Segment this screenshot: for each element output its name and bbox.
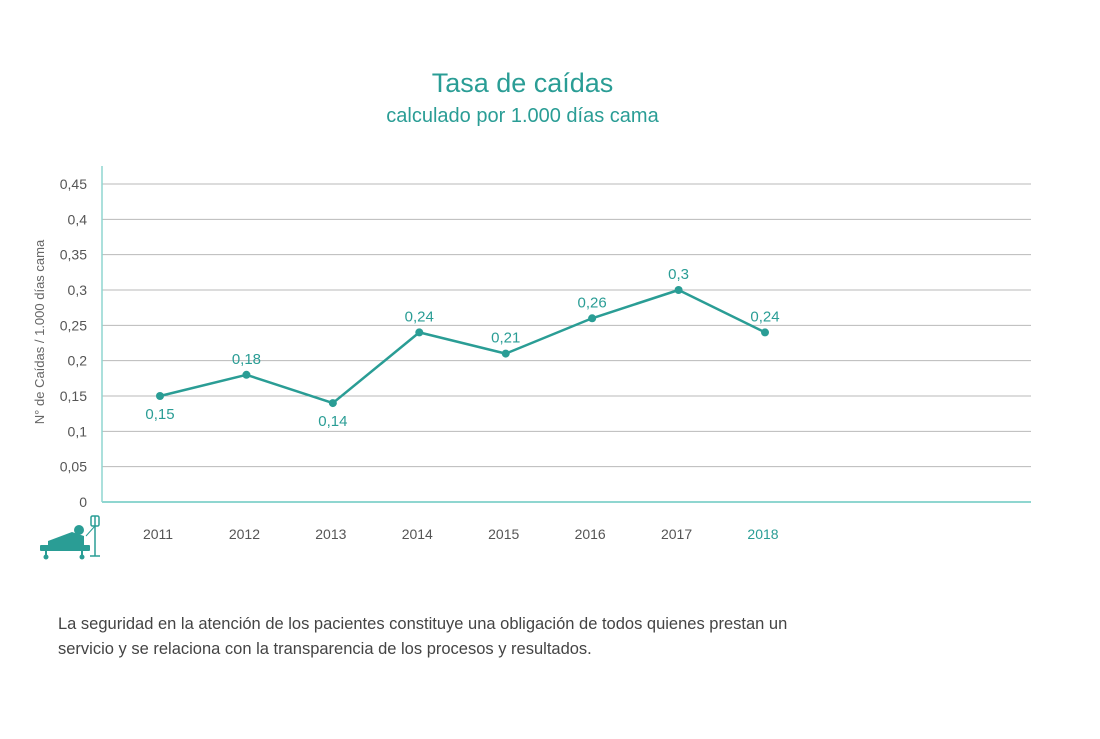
data-point (242, 370, 251, 379)
data-label: 0,18 (232, 351, 261, 368)
y-tick-label: 0,4 (68, 211, 88, 227)
data-label: 0,14 (318, 413, 347, 430)
line-chart: 00,050,10,150,20,250,30,350,40,45 2011 20… (32, 166, 1031, 560)
y-tick-label: 0,2 (68, 353, 88, 369)
data-point (501, 349, 510, 358)
chart-title: Tasa de caídas (431, 68, 614, 98)
data-point (674, 286, 683, 294)
patient-bed-icon (40, 515, 100, 560)
data-label: 0,3 (668, 266, 689, 283)
x-tick-label: 2018 (747, 526, 778, 542)
data-label: 0,26 (578, 294, 607, 311)
x-tick-label: 2012 (229, 526, 260, 542)
data-point (588, 314, 597, 323)
data-label: 0,21 (491, 330, 520, 347)
y-tick-label: 0,3 (68, 282, 88, 298)
x-tick-label: 2015 (488, 526, 519, 542)
data-point (415, 328, 424, 337)
x-tick-label: 2017 (661, 526, 692, 542)
gridlines (102, 183, 1031, 468)
y-tick-label: 0,05 (60, 459, 87, 475)
footnote-text: La seguridad en la atención de los pacie… (58, 615, 788, 658)
y-tick-label: 0,35 (60, 247, 87, 263)
y-tick-label: 0 (79, 494, 87, 510)
x-tick-label: 2013 (315, 526, 346, 542)
series-line (156, 286, 769, 408)
x-tick-label: 2014 (402, 526, 433, 542)
y-tick-labels: 0 0,05 0,1 0,15 0,2 0,25 0,3 0,35 0,4 0,45 (60, 176, 87, 510)
x-tick-label: 2016 (575, 526, 606, 542)
data-label: 0,15 (145, 406, 174, 423)
y-tick-label: 0,15 (60, 388, 87, 404)
data-labels: 0,15 0,18 0,14 0,24 0,21 0,26 0,3 0,24 (145, 266, 779, 430)
y-tick-label: 0,45 (60, 176, 87, 192)
x-tick-label: 2011 (143, 526, 173, 542)
data-point (156, 392, 164, 400)
chart-subtitle: calculado por 1.000 días cama (386, 105, 659, 127)
data-point (328, 399, 337, 408)
y-axis-label: N° de Caídas / 1.000 días cama (32, 239, 47, 424)
series-line-path (159, 288, 766, 405)
y-tick-label: 0,1 (68, 423, 88, 439)
data-label: 0,24 (750, 308, 779, 325)
data-point (761, 328, 769, 337)
data-label: 0,24 (405, 308, 434, 325)
y-tick-label: 0,25 (60, 317, 87, 333)
x-tick-labels: 2011 2012 2013 2014 2015 2016 2017 2018 (143, 526, 779, 542)
